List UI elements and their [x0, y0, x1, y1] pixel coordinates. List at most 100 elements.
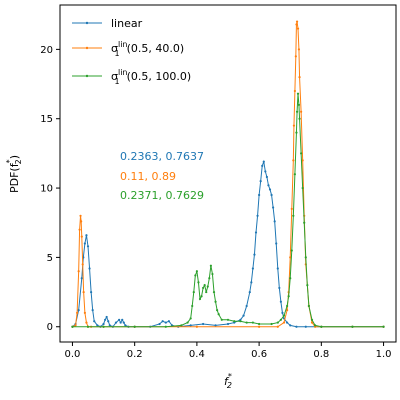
data-point [278, 286, 281, 290]
series-2 [71, 92, 385, 328]
data-point [122, 321, 125, 324]
data-point [250, 281, 253, 284]
data-point [289, 324, 292, 327]
data-point [202, 286, 205, 290]
data-point [292, 159, 295, 162]
data-point [209, 264, 212, 267]
data-point [180, 324, 183, 327]
data-point [310, 321, 314, 324]
data-point [296, 92, 300, 95]
legend-label: σlin 1 (0.5, 40.0) [111, 40, 184, 58]
data-point [71, 325, 74, 328]
data-point [86, 325, 90, 328]
data-point [161, 320, 164, 323]
x-tick-label: 0.6 [251, 349, 267, 360]
data-point [197, 281, 200, 284]
data-point [198, 297, 202, 301]
data-point [93, 320, 96, 323]
data-point [293, 173, 296, 176]
data-point [90, 290, 93, 294]
data-point [290, 207, 293, 210]
data-point [96, 324, 99, 327]
series-annotation: 0.2371, 0.7629 [120, 189, 204, 202]
data-point [102, 325, 105, 328]
data-point [289, 277, 292, 280]
y-tick-label: 15 [40, 114, 53, 125]
data-point [258, 325, 261, 328]
data-point [298, 117, 301, 120]
legend-entry: linear [72, 17, 143, 30]
data-point [297, 103, 301, 106]
data-point [251, 321, 254, 324]
data-point [216, 309, 219, 312]
data-point [158, 322, 161, 326]
legend-entry: σlin 1 (0.5, 40.0) [72, 40, 184, 58]
data-point [314, 324, 317, 327]
legend-marker [85, 46, 89, 50]
data-point [164, 321, 167, 324]
data-point [81, 263, 84, 266]
x-tick-label: 0.2 [127, 349, 143, 360]
data-point [258, 322, 261, 326]
data-point [206, 285, 209, 288]
data-point [220, 318, 223, 321]
data-point [304, 256, 307, 259]
data-point [74, 324, 77, 327]
x-axis-label: f* 2 [224, 372, 232, 390]
y-tick-label: 5 [47, 253, 53, 264]
data-point [214, 300, 217, 303]
y-axis-label: PDF(f*2) [5, 155, 23, 193]
data-point [205, 290, 208, 294]
data-point [133, 325, 136, 328]
data-point [320, 325, 323, 328]
data-point [282, 314, 286, 317]
data-point [248, 290, 251, 294]
data-point [226, 318, 230, 321]
data-point [281, 311, 284, 314]
legend-label: σlin 1 (0.5, 100.0) [111, 68, 191, 86]
x-tick-label: 1.0 [376, 349, 392, 360]
y-tick-label: 0 [47, 322, 53, 333]
data-point [186, 321, 189, 324]
data-point [239, 320, 242, 323]
data-point [270, 193, 273, 197]
data-point [295, 325, 298, 328]
legend: linear σlin 1 (0.5, 40.0) σlin 1 (0.5, 100.0) [72, 17, 191, 86]
data-point [295, 131, 298, 134]
data-point [195, 270, 198, 273]
data-point [286, 309, 289, 312]
data-point [212, 290, 216, 294]
data-point [270, 322, 273, 326]
data-point [275, 242, 278, 245]
data-point [191, 304, 194, 308]
data-point [217, 313, 220, 316]
data-point [295, 20, 299, 23]
data-point [295, 23, 298, 26]
data-point [211, 272, 214, 276]
data-point [256, 214, 259, 217]
data-point [194, 274, 197, 277]
data-point [202, 322, 205, 326]
data-point [82, 290, 85, 294]
data-point [80, 220, 83, 223]
y-tick-label: 10 [40, 184, 53, 195]
plot-series [71, 20, 385, 328]
data-point [265, 175, 268, 179]
data-point [254, 231, 258, 234]
data-point [298, 76, 301, 79]
data-point [292, 214, 295, 217]
data-point [282, 321, 286, 324]
data-point [203, 284, 206, 287]
legend-label: linear [111, 17, 143, 30]
data-point [303, 221, 306, 224]
data-point [304, 325, 307, 328]
data-point [301, 186, 304, 190]
series-annotation: 0.11, 0.89 [120, 170, 176, 183]
data-point [200, 295, 203, 298]
data-point [108, 324, 111, 327]
data-point [261, 164, 264, 167]
data-point [167, 320, 170, 323]
data-point [258, 193, 261, 197]
legend-marker [85, 21, 89, 25]
data-point [121, 318, 124, 321]
